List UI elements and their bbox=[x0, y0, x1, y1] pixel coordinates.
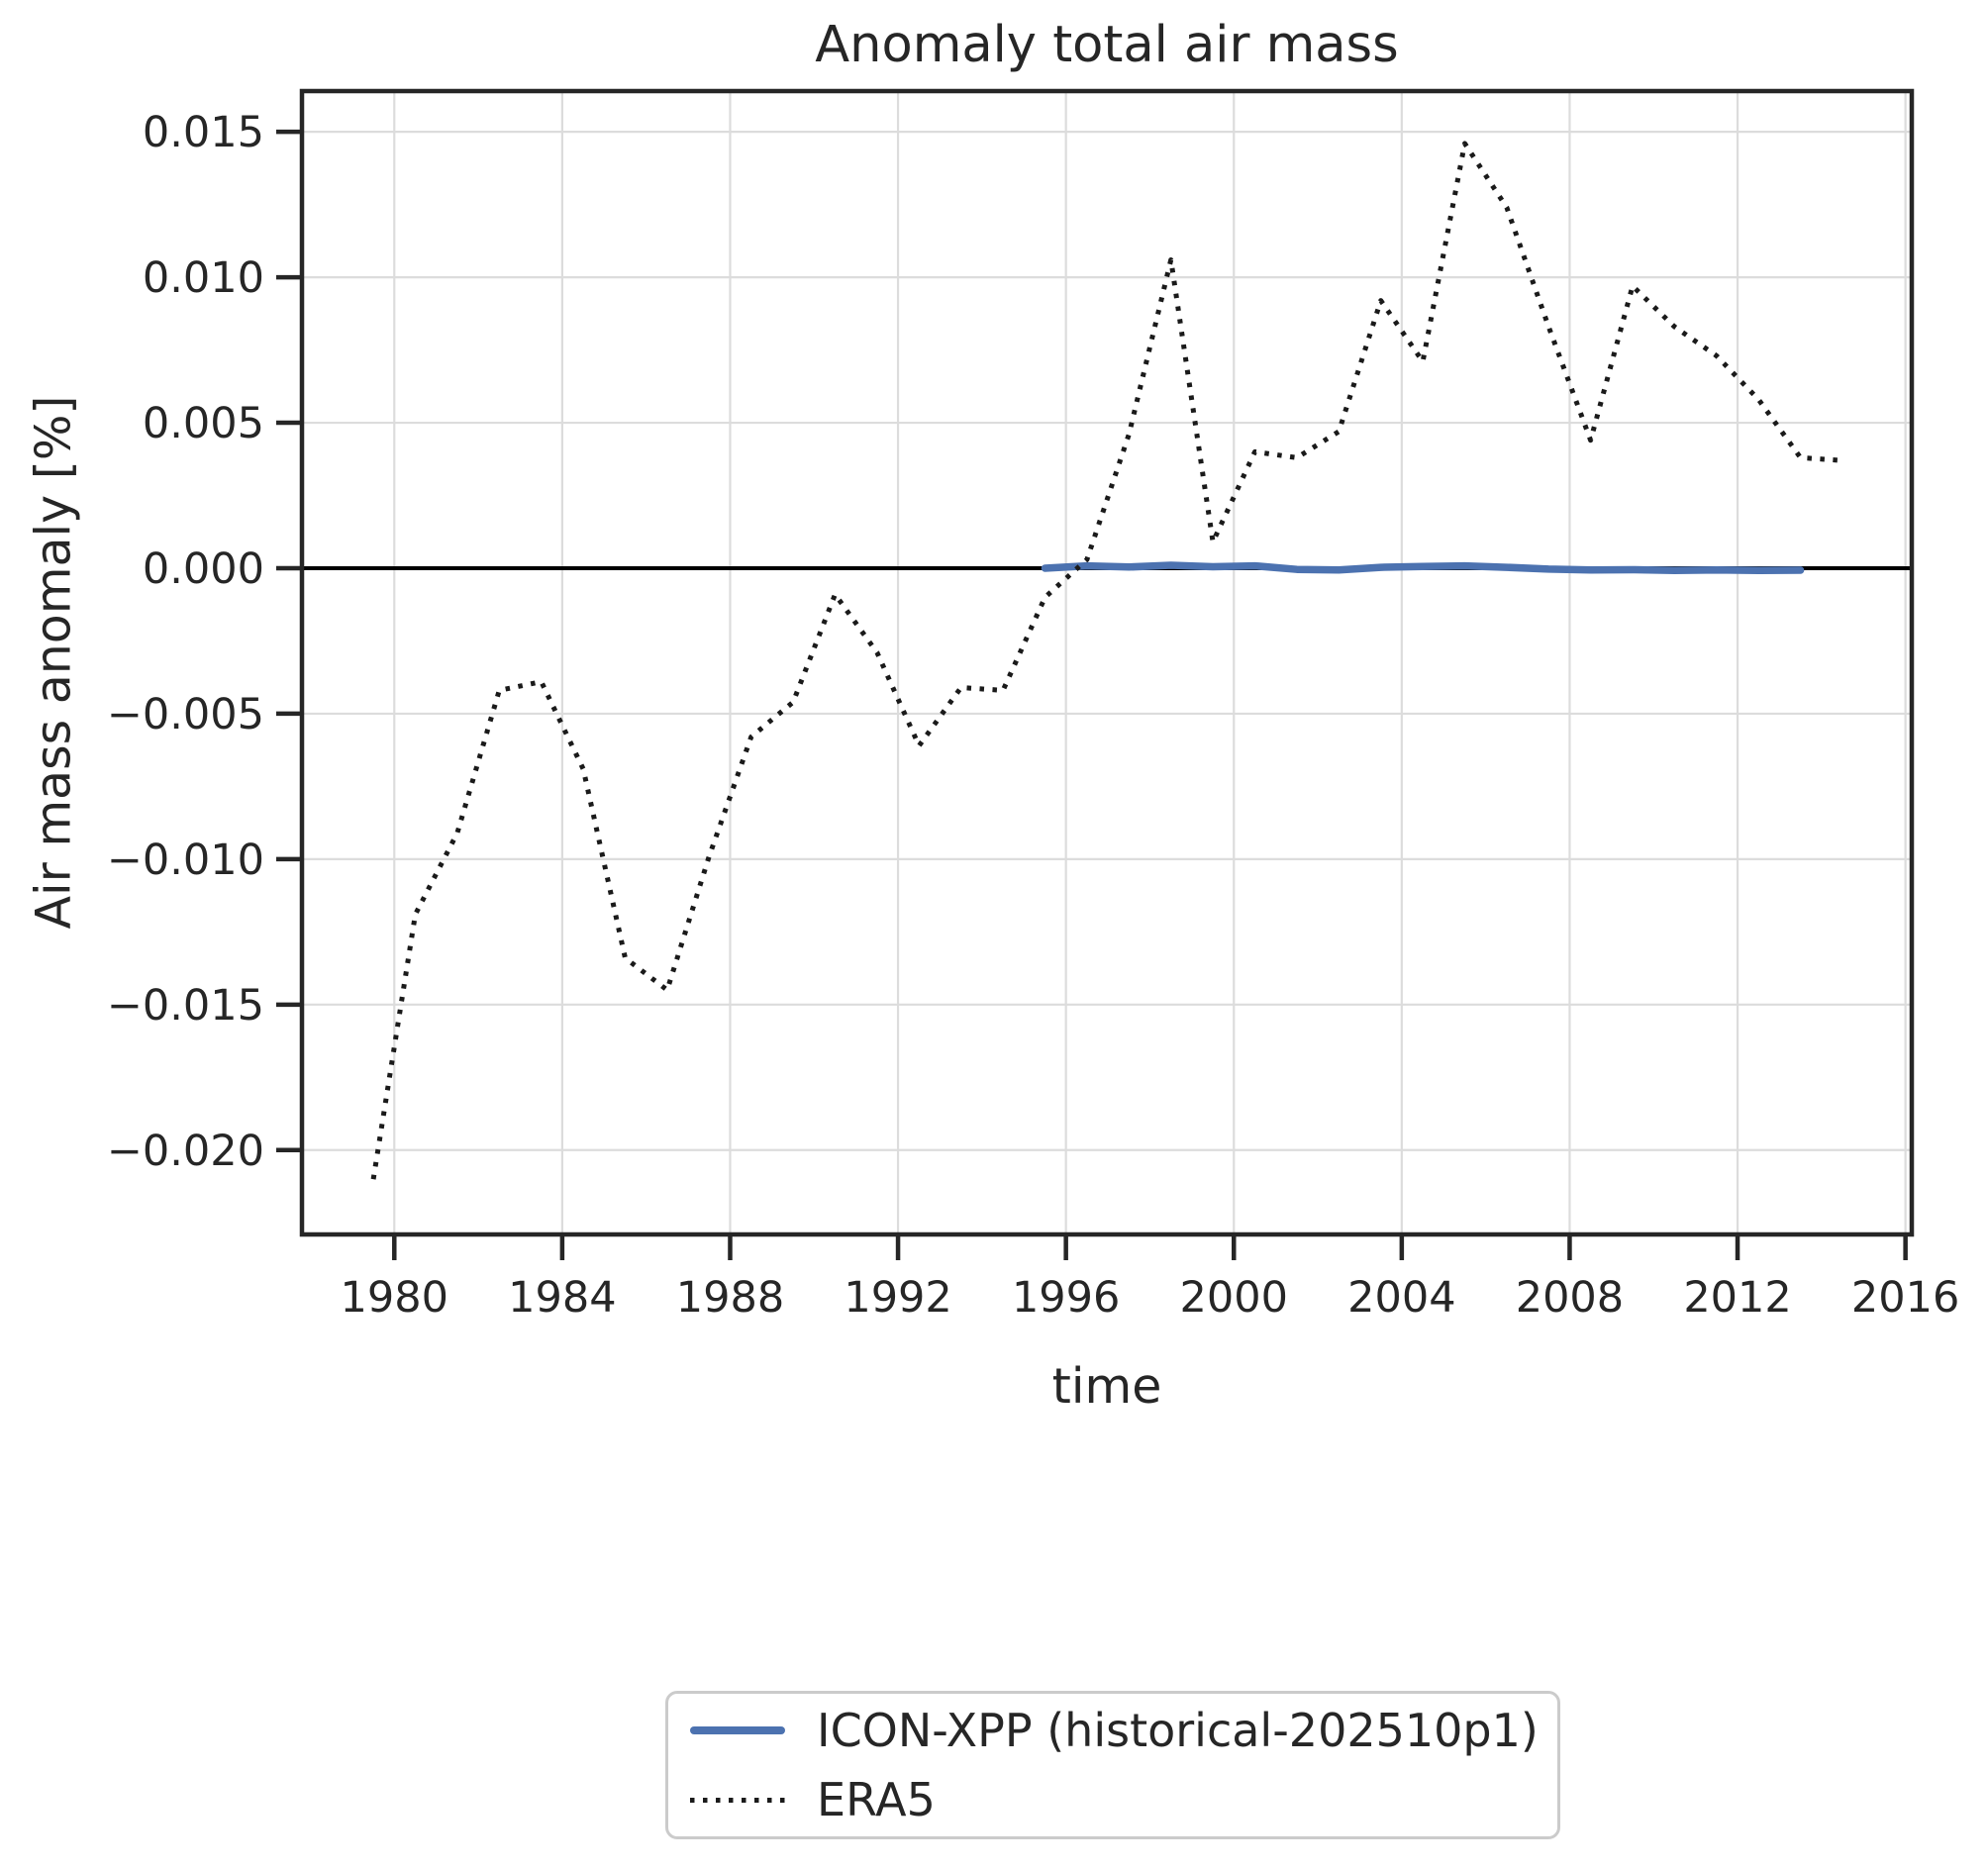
series-line-era5 bbox=[370, 141, 1843, 1180]
x-tick-label: 1992 bbox=[844, 1273, 951, 1323]
x-tick-label: 2008 bbox=[1516, 1273, 1624, 1323]
x-tick-label: 2004 bbox=[1347, 1273, 1455, 1323]
legend-item-era5: ERA5 bbox=[690, 1773, 1557, 1826]
x-tick-label: 2012 bbox=[1683, 1273, 1791, 1323]
y-axis-ticks: 0.015 0.010 0.005 0.000 −0.005 −0.010 −0.015 −0… bbox=[107, 108, 300, 1176]
y-tick-label: −0.015 bbox=[107, 981, 264, 1031]
y-tick-label: −0.020 bbox=[107, 1127, 264, 1176]
legend-item-icon-xpp: ICON-XPP (historical-202510p1) bbox=[690, 1704, 1557, 1757]
y-axis-label: Air mass anomaly [%] bbox=[25, 395, 82, 930]
legend: ICON-XPP (historical-202510p1) ERA5 bbox=[665, 1691, 1560, 1839]
x-tick-label: 1988 bbox=[676, 1273, 784, 1323]
legend-label-era5: ERA5 bbox=[817, 1772, 936, 1826]
grid-lines bbox=[302, 91, 1912, 1234]
legend-label-icon-xpp: ICON-XPP (historical-202510p1) bbox=[817, 1703, 1539, 1757]
x-tick-label: 1996 bbox=[1012, 1273, 1120, 1323]
legend-solid-line-icon bbox=[690, 1726, 785, 1734]
y-tick-label: 0.015 bbox=[143, 108, 264, 157]
y-tick-label: −0.010 bbox=[107, 836, 264, 885]
y-tick-label: 0.005 bbox=[143, 399, 264, 448]
x-axis-label: time bbox=[1051, 1358, 1162, 1415]
y-tick-label: −0.005 bbox=[107, 690, 264, 739]
x-axis-ticks: 1980 1984 1988 1992 1996 2000 2004 2008 2012 2016 bbox=[341, 1236, 1959, 1323]
x-tick-label: 1980 bbox=[341, 1273, 448, 1323]
axes-spines bbox=[299, 88, 1915, 1237]
y-tick-label: 0.010 bbox=[143, 253, 264, 303]
x-tick-label: 2000 bbox=[1180, 1273, 1288, 1323]
legend-dotted-line-icon bbox=[690, 1797, 785, 1803]
y-tick-label: 0.000 bbox=[143, 544, 264, 594]
series-line-icon-xpp bbox=[1041, 561, 1805, 575]
x-tick-label: 1984 bbox=[508, 1273, 616, 1323]
x-tick-label: 2016 bbox=[1851, 1273, 1959, 1323]
chart-title: Anomaly total air mass bbox=[815, 16, 1399, 74]
